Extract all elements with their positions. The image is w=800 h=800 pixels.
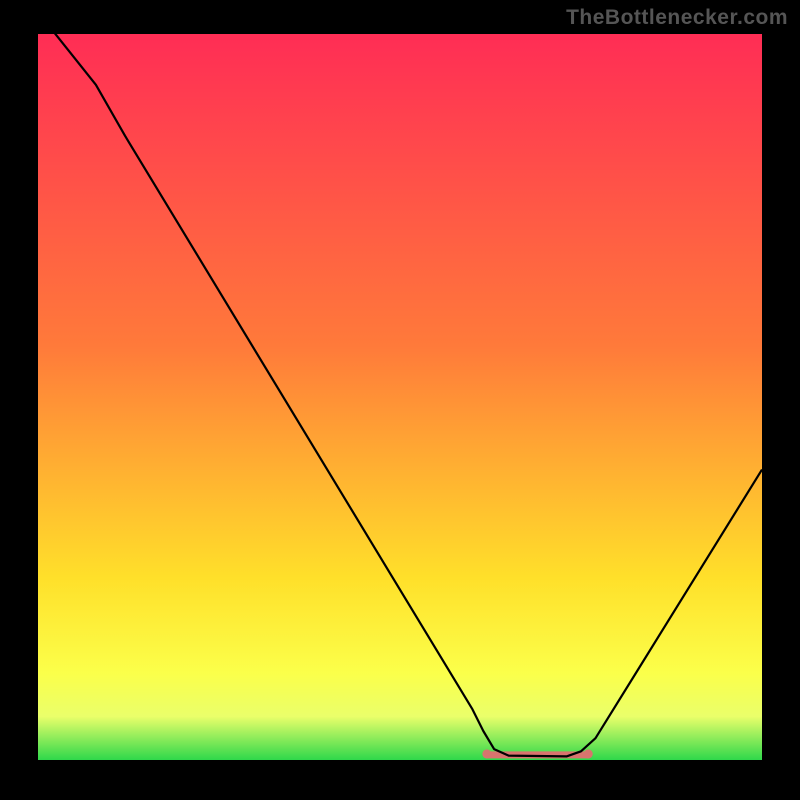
- chart-container: TheBottlenecker.com: [0, 0, 800, 800]
- plot-svg-overlay: [0, 0, 800, 800]
- flat-segment-cap-right: [584, 749, 593, 758]
- main-curve: [38, 12, 762, 756]
- watermark-text: TheBottlenecker.com: [566, 6, 788, 30]
- flat-segment-cap-left: [482, 749, 491, 758]
